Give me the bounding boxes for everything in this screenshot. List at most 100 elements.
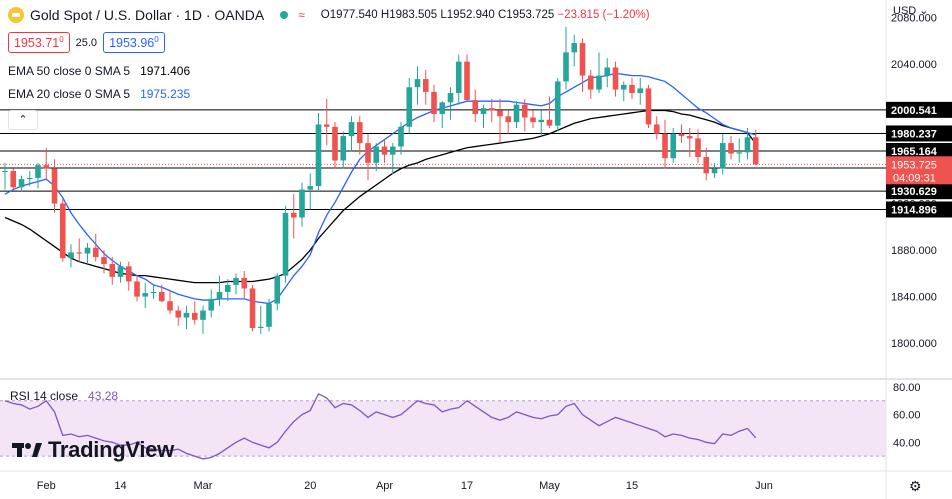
candle-body <box>497 110 503 117</box>
candle-body <box>447 93 454 103</box>
candle-body <box>719 143 726 169</box>
spread-value: 25.0 <box>75 36 98 49</box>
candle-body <box>183 312 190 318</box>
candle-body <box>241 277 248 289</box>
candle-body <box>505 116 512 123</box>
candle-body <box>728 143 734 154</box>
candle-body <box>554 81 561 126</box>
candle-body <box>356 122 363 144</box>
ema50-legend[interactable]: EMA 50 close 0 SMA 5 1971.406 <box>8 64 190 78</box>
candle-body <box>117 266 124 277</box>
candle-body <box>439 102 446 114</box>
candle-body <box>398 126 404 147</box>
last-price-tag <box>886 156 952 185</box>
candle-body <box>257 326 264 328</box>
rsi-tick-label: 60.00 <box>893 410 921 422</box>
level-price-tag <box>886 143 952 160</box>
high-value: H1983.505 <box>380 9 438 21</box>
collapse-legend-button[interactable]: ⌃ <box>8 110 38 130</box>
candle-body <box>703 157 710 174</box>
candle-body <box>612 67 619 90</box>
candle-body <box>695 138 701 158</box>
tradingview-logo[interactable]: TradingView <box>12 437 174 463</box>
rsi-line <box>4 392 757 460</box>
rsi-tick-label: 40.00 <box>893 437 921 449</box>
price-tick-label: 1880.000 <box>891 245 937 257</box>
sell-price-button[interactable]: 1953.710 <box>8 32 70 54</box>
level-price-tag <box>886 101 952 118</box>
countdown-label: 04:09:31 <box>893 172 936 184</box>
time-tick-label: 15 <box>626 480 638 492</box>
candle-body <box>2 170 8 172</box>
trade-buttons: 1953.710 25.0 1953.960 <box>8 32 165 54</box>
candle-body <box>224 284 231 292</box>
candle-body <box>406 87 413 127</box>
candle-body <box>620 84 627 90</box>
candle-body <box>249 288 256 328</box>
candle-body <box>431 91 437 114</box>
wave-icon[interactable]: ≈ <box>298 8 305 22</box>
rsi-legend[interactable]: RSI 14 close 43.28 <box>10 389 118 403</box>
candle-body <box>645 88 652 125</box>
symbol-title[interactable]: Gold Spot / U.S. Dollar · 1D · OANDA <box>30 7 265 23</box>
candle-body <box>604 67 611 76</box>
candle-body <box>480 108 487 114</box>
level-price-label: 1930.629 <box>891 186 937 198</box>
candle-body <box>10 170 17 188</box>
candle-body <box>274 275 281 304</box>
candle-body <box>315 124 322 187</box>
currency-selector[interactable]: USD ⌄ <box>893 5 929 17</box>
price-tick-label: 2040.000 <box>891 59 937 71</box>
candle-body <box>68 252 74 259</box>
ema20-legend[interactable]: EMA 20 close 0 SMA 5 1975.235 <box>8 87 190 101</box>
candle-body <box>323 124 330 127</box>
last-price-label: 1953.725 <box>891 159 937 171</box>
candle-body <box>521 104 528 118</box>
candle-body <box>109 264 116 277</box>
candle-body <box>158 291 165 302</box>
time-tick-label: 17 <box>461 480 473 492</box>
buy-price-button[interactable]: 1953.960 <box>103 32 165 54</box>
level-price-tag <box>886 183 952 200</box>
ema50-value: 1971.406 <box>140 64 191 78</box>
candle-body <box>150 291 157 294</box>
candle-body <box>563 52 569 82</box>
time-tick-label: May <box>539 480 560 492</box>
candle-body <box>686 136 693 139</box>
time-tick-label: Apr <box>376 480 393 492</box>
ema20-value: 1975.235 <box>140 87 191 101</box>
candle-body <box>678 133 685 137</box>
price-tick-label: 2080.000 <box>891 12 937 24</box>
candle-body <box>51 168 58 204</box>
candle-body <box>208 298 215 311</box>
ema50-line <box>4 109 757 284</box>
candle-body <box>332 126 338 161</box>
candle-body <box>546 119 553 126</box>
candle-body <box>340 136 347 161</box>
ema20-label: EMA 20 close 0 SMA 5 <box>8 87 131 101</box>
candle-body <box>670 133 677 159</box>
time-tick-label: Jun <box>755 480 773 492</box>
candle-body <box>76 252 83 254</box>
candle-body <box>530 117 536 123</box>
price-tick-label: 1800.000 <box>891 338 937 350</box>
candle-body <box>266 303 272 327</box>
ohlc-values: O1977.540 H1983.505 L1952.940 C1953.725 … <box>321 9 650 21</box>
candle-body <box>175 310 182 318</box>
candle-body <box>711 168 718 174</box>
candle-body <box>101 257 107 265</box>
candle-body <box>142 293 149 297</box>
candle-body <box>59 203 66 259</box>
candle-body <box>43 165 50 169</box>
candle-body <box>125 266 132 282</box>
time-tick-label: 20 <box>304 480 316 492</box>
candle-body <box>464 61 470 101</box>
candle-body <box>18 179 25 188</box>
candle-body <box>513 104 520 123</box>
candle-body <box>35 165 41 178</box>
level-price-label: 1980.237 <box>891 128 937 140</box>
rsi-tick-label: 80.00 <box>893 382 921 394</box>
settings-gear-icon[interactable]: ⚙ <box>909 478 922 494</box>
